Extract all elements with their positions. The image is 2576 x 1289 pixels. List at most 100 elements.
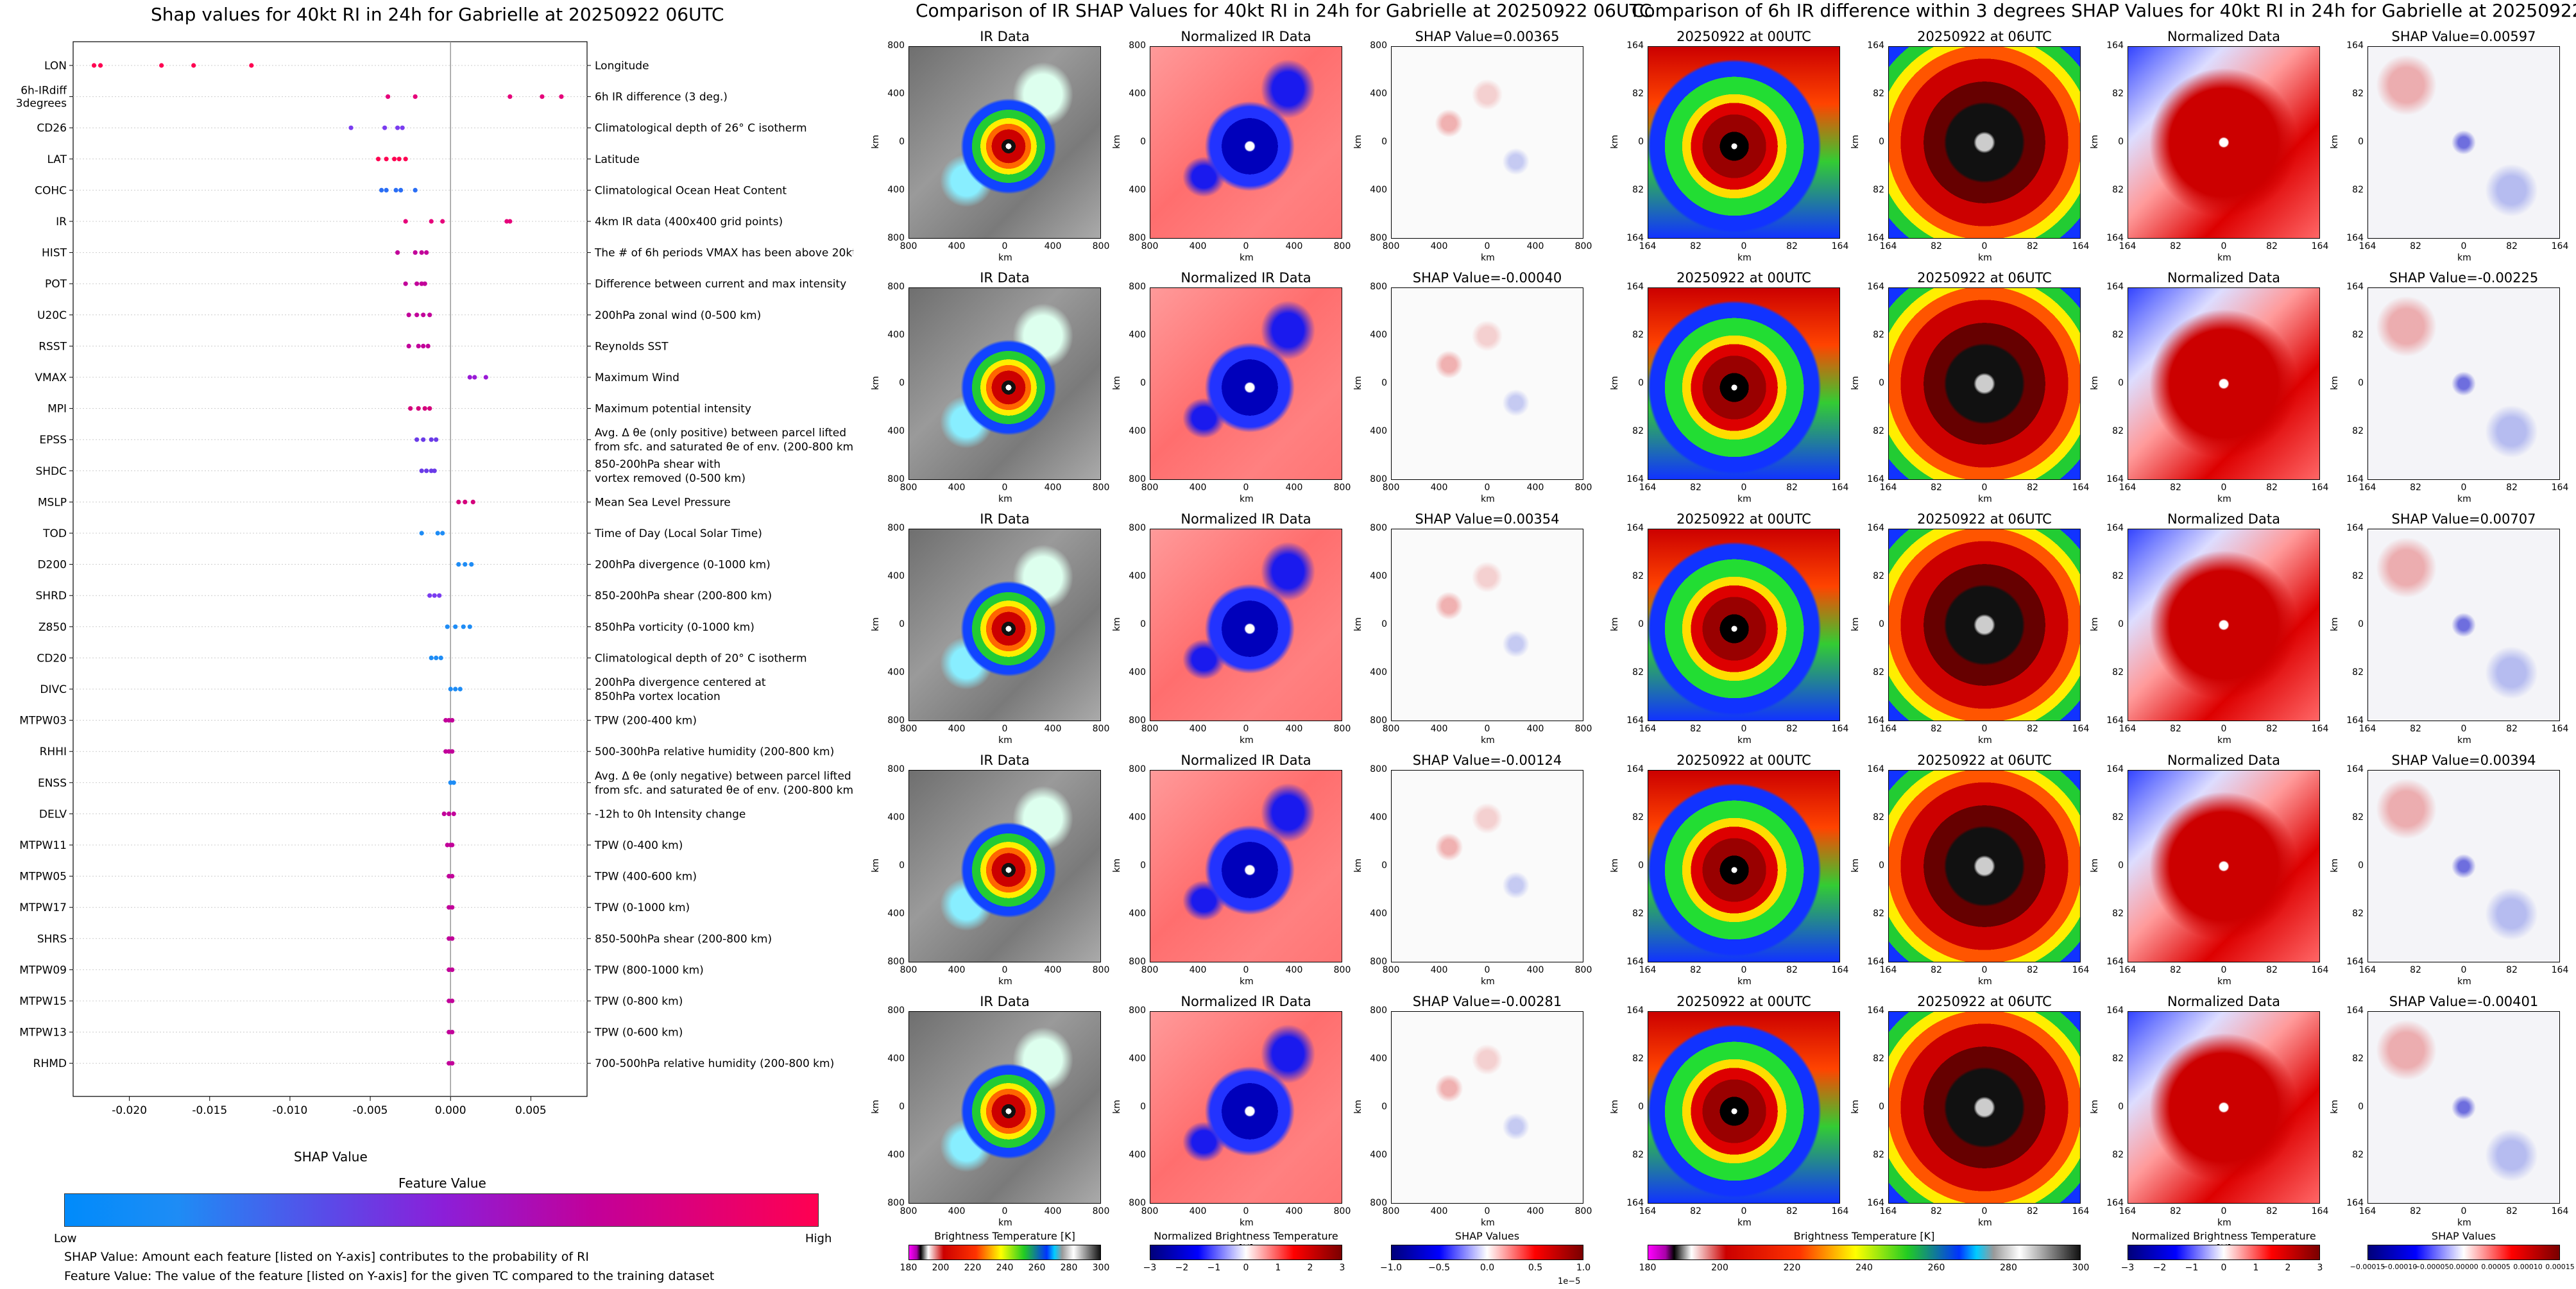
x-tick-label: 400: [1285, 482, 1303, 493]
colorbar-tick-label: 240: [996, 1263, 1014, 1273]
x-tick-label: 164: [2072, 1206, 2090, 1216]
x-tick-label: 400: [1044, 724, 1062, 734]
x-tick-label: 0: [2461, 1206, 2467, 1216]
feature-description-label: The # of 6h periods VMAX has been above …: [594, 247, 853, 260]
x-tick-label: 164: [2311, 724, 2329, 734]
y-axis-label: km: [2089, 858, 2100, 873]
y-tick-label: 400: [887, 812, 905, 823]
x-axis-label: km: [2217, 253, 2231, 263]
y-tick-label: 400: [1370, 1150, 1387, 1160]
y-tick-label: 400: [887, 667, 905, 678]
y-tick-label: 800: [1370, 282, 1387, 292]
x-axis-label: km: [1978, 494, 1992, 504]
feature-description-label: TPW (0-1000 km): [594, 901, 690, 914]
x-tick-label: 82: [2506, 1206, 2518, 1216]
heatmap-panel: [1648, 287, 1840, 480]
x-tick-label: 800: [1333, 241, 1351, 252]
y-tick-label: 0: [1879, 137, 1884, 147]
shap-point: [443, 749, 448, 754]
colorbar-tick-label: 220: [1783, 1263, 1801, 1273]
y-axis-label: km: [1850, 135, 1861, 149]
y-tick-label: 82: [2352, 426, 2364, 436]
y-tick-label: 82: [1632, 667, 1644, 678]
x-axis-label: km: [1240, 977, 1254, 987]
y-tick-label: 82: [1873, 89, 1884, 99]
y-tick-label: 0: [2118, 619, 2124, 629]
shap-point: [504, 219, 509, 224]
y-tick-label: 0: [1638, 619, 1644, 629]
x-tick-label: 400: [1430, 482, 1448, 493]
x-tick-label: 400: [1285, 724, 1303, 734]
x-tick-label: 400: [948, 482, 966, 493]
y-tick-label: 400: [1129, 667, 1146, 678]
y-tick-label: 164: [1867, 474, 1884, 484]
y-tick-label: 82: [1632, 909, 1644, 919]
y-tick-label: 164: [2106, 715, 2124, 726]
feature-description-label: from sfc. and saturated θe of env. (200-…: [595, 441, 853, 454]
panel-title: SHAP Value=-0.00281: [1412, 994, 1562, 1009]
shap-point: [447, 749, 452, 754]
shap-point: [508, 94, 513, 99]
x-tick-label: 800: [1141, 965, 1159, 975]
x-tick-label: 82: [2410, 1206, 2421, 1216]
shap-point: [450, 718, 455, 723]
y-tick-label: 164: [2346, 1198, 2364, 1208]
x-tick-label: 400: [1430, 1206, 1448, 1216]
feature-description-label: Avg. Δ θe (only positive) between parcel…: [595, 427, 846, 440]
feature-code-label: VMAX: [35, 371, 67, 384]
panel-title: SHAP Value=-0.00124: [1412, 753, 1562, 768]
heatmap-panel: [1391, 287, 1583, 480]
colorbar-tick-label: 3: [2317, 1263, 2323, 1273]
y-tick-label: 82: [1873, 330, 1884, 340]
x-tick-label: 0: [1741, 965, 1747, 975]
x-tick-label: 82: [2266, 965, 2278, 975]
x-tick-label: -0.020: [112, 1104, 147, 1117]
x-axis-label: km: [1240, 1218, 1254, 1228]
y-tick-label: 164: [2106, 957, 2124, 967]
panel-title: Normalized IR Data: [1181, 994, 1311, 1009]
colorbar-tick-label: 200: [932, 1263, 950, 1273]
heatmap-panel: [1648, 1011, 1840, 1204]
shap-point: [447, 905, 452, 910]
y-tick-label: 800: [887, 764, 905, 774]
x-axis-label: km: [998, 494, 1012, 504]
x-tick-label: 400: [1526, 1206, 1544, 1216]
panel-title: SHAP Value=-0.00225: [2389, 270, 2539, 286]
x-axis-label: km: [998, 253, 1012, 263]
shap-point: [435, 531, 440, 536]
panel-title: SHAP Value=0.00707: [2391, 511, 2536, 527]
y-axis-label: km: [1609, 376, 1620, 390]
heatmap-panel: [2128, 46, 2320, 239]
feature-code-label: LON: [44, 60, 67, 73]
heatmap-panel: [2128, 770, 2320, 962]
x-tick-label: 800: [1382, 965, 1400, 975]
feature-code-label: MTPW09: [19, 964, 67, 977]
y-tick-label: 82: [2112, 185, 2124, 195]
x-tick-label: 164: [2358, 241, 2376, 252]
y-tick-label: 400: [1370, 330, 1387, 340]
colorbar-tick-label: 180: [1639, 1263, 1657, 1273]
y-tick-label: 400: [887, 909, 905, 919]
feature-description-label: Climatological depth of 26° C isotherm: [595, 122, 807, 135]
y-tick-label: 800: [1129, 957, 1146, 967]
x-tick-label: 82: [2410, 482, 2421, 493]
y-tick-label: 82: [2352, 571, 2364, 581]
y-tick-label: 82: [2352, 667, 2364, 678]
y-tick-label: 164: [2106, 474, 2124, 484]
y-tick-label: 164: [2346, 764, 2364, 774]
y-tick-label: 400: [887, 426, 905, 436]
y-tick-label: 82: [1873, 571, 1884, 581]
y-axis-label: km: [1850, 858, 1861, 873]
x-tick-label: 82: [2410, 965, 2421, 975]
note-feature-value: Feature Value: The value of the feature …: [64, 1269, 715, 1283]
y-tick-label: 400: [887, 89, 905, 99]
feature-description-label: Maximum potential intensity: [595, 403, 751, 416]
feature-code-label: POT: [45, 278, 67, 291]
shap-point: [457, 687, 463, 692]
feature-code-label: ENSS: [38, 777, 67, 790]
x-tick-label: 82: [2266, 724, 2278, 734]
shap-point: [395, 125, 400, 130]
y-tick-label: 0: [2358, 860, 2364, 871]
y-tick-label: 400: [1370, 185, 1387, 195]
y-tick-label: 400: [1129, 1150, 1146, 1160]
